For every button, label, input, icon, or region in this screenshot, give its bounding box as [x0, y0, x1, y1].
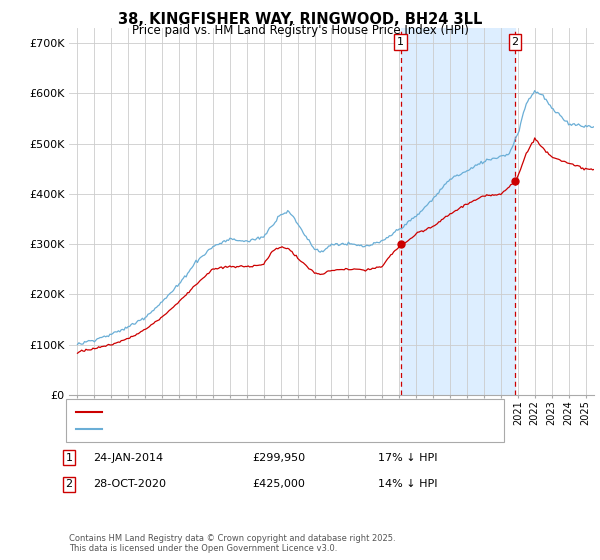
- Text: 14% ↓ HPI: 14% ↓ HPI: [378, 479, 437, 489]
- Text: 38, KINGFISHER WAY, RINGWOOD, BH24 3LL: 38, KINGFISHER WAY, RINGWOOD, BH24 3LL: [118, 12, 482, 27]
- Text: 24-JAN-2014: 24-JAN-2014: [93, 452, 163, 463]
- Text: Contains HM Land Registry data © Crown copyright and database right 2025.
This d: Contains HM Land Registry data © Crown c…: [69, 534, 395, 553]
- Text: 1: 1: [397, 37, 404, 47]
- Text: 17% ↓ HPI: 17% ↓ HPI: [378, 452, 437, 463]
- Text: Price paid vs. HM Land Registry's House Price Index (HPI): Price paid vs. HM Land Registry's House …: [131, 24, 469, 36]
- Text: £425,000: £425,000: [252, 479, 305, 489]
- Bar: [401, 28, 515, 395]
- Text: 1: 1: [65, 452, 73, 463]
- Text: 38, KINGFISHER WAY, RINGWOOD, BH24 3LL (detached house): 38, KINGFISHER WAY, RINGWOOD, BH24 3LL (…: [106, 407, 433, 417]
- Text: £299,950: £299,950: [252, 452, 305, 463]
- Text: 28-OCT-2020: 28-OCT-2020: [93, 479, 166, 489]
- Text: 2: 2: [511, 37, 518, 47]
- Text: HPI: Average price, detached house, New Forest: HPI: Average price, detached house, New …: [106, 424, 357, 434]
- Text: 2: 2: [65, 479, 73, 489]
